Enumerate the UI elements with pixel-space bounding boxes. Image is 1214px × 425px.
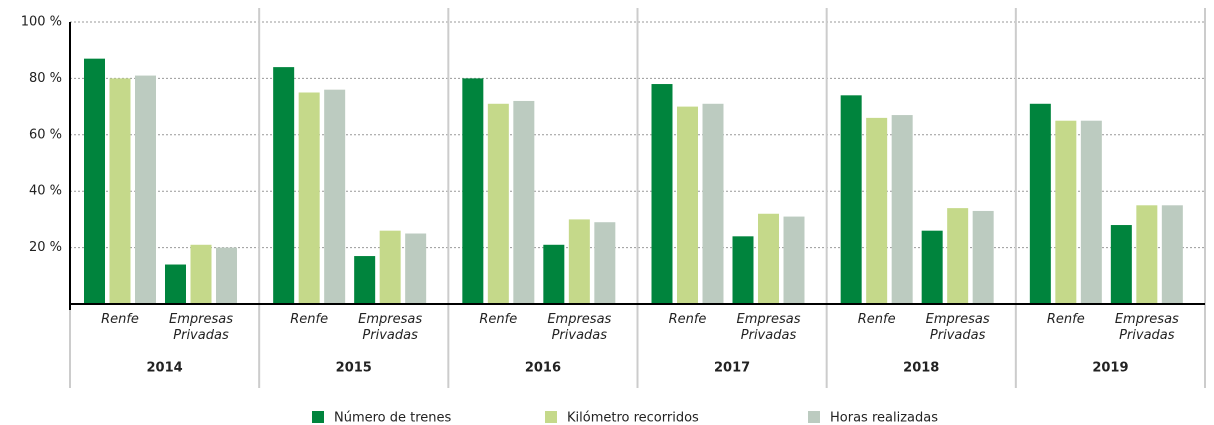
bar bbox=[405, 233, 427, 304]
bar bbox=[543, 244, 565, 304]
y-tick-label: 20 % bbox=[29, 240, 62, 255]
bar bbox=[109, 78, 131, 305]
x-tick-label: Renfe bbox=[1046, 312, 1085, 327]
bar bbox=[594, 222, 616, 304]
bar bbox=[891, 115, 913, 304]
bar bbox=[354, 256, 376, 304]
bar bbox=[165, 264, 186, 304]
group-label: 2019 bbox=[1092, 361, 1128, 376]
group-label: 2015 bbox=[336, 361, 372, 376]
bar bbox=[1110, 225, 1132, 304]
bar bbox=[273, 67, 295, 305]
bar bbox=[1029, 103, 1051, 304]
bar bbox=[190, 244, 212, 304]
y-tick-label: 60 % bbox=[29, 127, 62, 142]
legend-label: Horas realizadas bbox=[830, 411, 938, 425]
bar bbox=[1161, 205, 1183, 304]
bar bbox=[972, 210, 994, 304]
bar bbox=[324, 89, 346, 305]
bar bbox=[568, 219, 590, 304]
bar bbox=[702, 103, 724, 304]
legend-label: Kilómetro recorridos bbox=[567, 411, 699, 425]
bar bbox=[84, 58, 105, 304]
group-label: 2018 bbox=[903, 361, 939, 376]
bar bbox=[513, 100, 535, 305]
x-tick-label: Empresas Privadas bbox=[358, 312, 423, 343]
y-tick-label: 80 % bbox=[29, 71, 62, 86]
x-tick-label: Renfe bbox=[668, 312, 707, 327]
bar bbox=[379, 230, 401, 304]
x-tick-label: Empresas Privadas bbox=[1114, 312, 1179, 343]
bar bbox=[921, 230, 943, 304]
bar bbox=[677, 106, 698, 304]
x-tick-label: Empresas Privadas bbox=[736, 312, 801, 343]
x-tick-label: Empresas Privadas bbox=[925, 312, 990, 343]
x-tick-label: Empresas Privadas bbox=[547, 312, 612, 343]
x-tick-label: Renfe bbox=[290, 312, 329, 327]
bar bbox=[866, 117, 888, 304]
group-label: 2014 bbox=[146, 361, 182, 376]
x-tick-label: Renfe bbox=[857, 312, 896, 327]
x-tick-label: Renfe bbox=[101, 312, 139, 327]
bar bbox=[783, 216, 805, 304]
bar bbox=[947, 208, 969, 304]
legend-swatch bbox=[312, 411, 324, 423]
bar bbox=[216, 247, 237, 304]
legend-swatch bbox=[808, 411, 820, 423]
group-label: 2017 bbox=[714, 361, 750, 376]
bar bbox=[1080, 120, 1102, 304]
y-tick-label: 100 % bbox=[21, 15, 62, 30]
bar bbox=[758, 213, 779, 304]
bar bbox=[487, 103, 509, 304]
legend-swatch bbox=[545, 411, 557, 423]
bar bbox=[651, 84, 673, 304]
legend-label: Número de trenes bbox=[334, 411, 452, 425]
x-tick-label: Renfe bbox=[479, 312, 518, 327]
bar bbox=[462, 78, 484, 305]
bar bbox=[135, 75, 156, 304]
bar bbox=[840, 95, 862, 304]
bar bbox=[732, 236, 754, 304]
y-tick-label: 40 % bbox=[29, 184, 62, 199]
bar bbox=[1136, 205, 1158, 304]
x-tick-label: Empresas Privadas bbox=[169, 312, 233, 343]
bar bbox=[1055, 120, 1077, 304]
group-label: 2016 bbox=[525, 361, 561, 376]
bar bbox=[298, 92, 320, 304]
